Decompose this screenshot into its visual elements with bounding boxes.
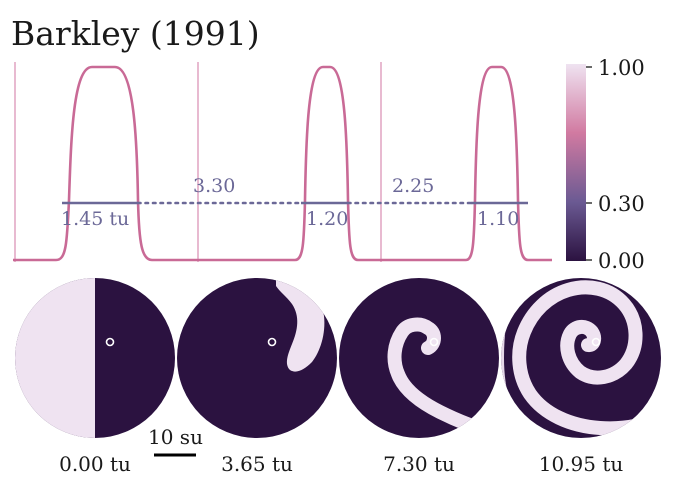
- scale-bar-label: 10 su: [148, 425, 203, 449]
- snapshot-3: [339, 278, 499, 438]
- snapshot-1-probe-marker: [105, 337, 115, 347]
- colorbar-tick-label-low: 0.00: [598, 249, 645, 273]
- snapshot-3-background: [339, 278, 499, 438]
- figure-title: Barkley (1991): [11, 14, 260, 53]
- scale-bar: 10 su: [148, 425, 203, 457]
- snapshot-caption-1: 0.00 tu: [59, 452, 131, 476]
- pulse-duration-label-2: 1.20: [306, 208, 348, 230]
- pulse-duration-label-3: 1.10: [477, 208, 519, 230]
- snapshot-2-probe-marker: [267, 337, 277, 347]
- gap-duration-label-1: 3.30: [193, 175, 235, 197]
- snapshot-caption-4: 10.95 tu: [539, 452, 624, 476]
- snapshot-3-probe-marker: [429, 337, 439, 347]
- pulse-duration-label-1: 1.45 tu: [61, 208, 129, 230]
- voltage-trace: [13, 65, 552, 262]
- colorbar: 1.00 0.30 0.00: [566, 56, 645, 273]
- snapshot-caption-3: 7.30 tu: [383, 452, 455, 476]
- colorbar-gradient: [566, 64, 586, 261]
- colorbar-tick-label-high: 1.00: [598, 56, 645, 80]
- snapshot-3-spiral-wave: [387, 317, 499, 438]
- snapshot-2-wavefront: [276, 280, 325, 372]
- snapshot-4-spiral-wave: [512, 280, 661, 436]
- colorbar-tick-label-mid: 0.30: [598, 192, 645, 216]
- snapshot-1-excited-half: [15, 278, 95, 438]
- snapshot-1: [15, 278, 175, 438]
- snapshot-caption-2: 3.65 tu: [221, 452, 293, 476]
- snapshot-4: [501, 278, 661, 438]
- trace-panel: 1.45 tu 3.30 1.20 2.25 1.10: [13, 62, 552, 262]
- snapshot-4-probe-marker: [591, 337, 601, 347]
- gap-duration-label-2: 2.25: [392, 175, 434, 197]
- snapshot-2: [177, 278, 337, 438]
